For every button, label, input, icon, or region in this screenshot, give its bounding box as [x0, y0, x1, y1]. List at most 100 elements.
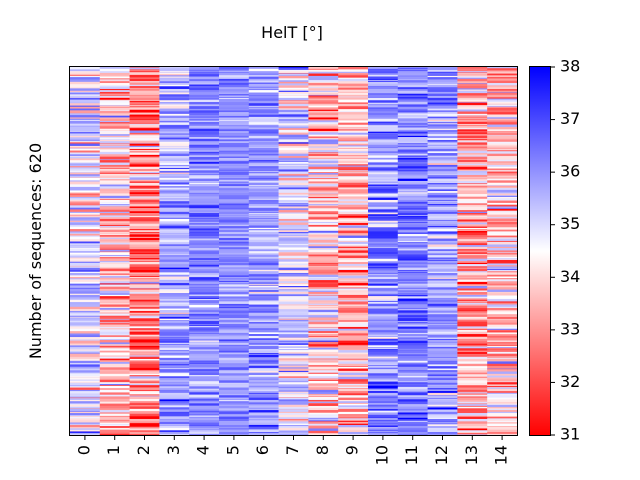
heatmap-cell	[159, 292, 190, 294]
heatmap-cell	[159, 336, 190, 338]
heatmap-cell	[487, 156, 518, 158]
heatmap-cell	[487, 110, 518, 113]
heatmap-cell	[189, 67, 220, 70]
heatmap-cell	[129, 372, 160, 375]
heatmap-cell	[427, 406, 458, 408]
heatmap-cell	[487, 266, 518, 269]
heatmap-cell	[248, 163, 279, 166]
heatmap-cell	[457, 180, 488, 184]
heatmap-cell	[457, 337, 488, 340]
heatmap-cell	[487, 343, 518, 346]
heatmap-cell	[70, 403, 101, 406]
heatmap-cell	[189, 289, 220, 291]
heatmap-cell	[189, 247, 220, 249]
heatmap-cell	[368, 100, 399, 103]
heatmap-cell	[189, 235, 220, 237]
heatmap-cell	[189, 405, 220, 407]
heatmap-cell	[457, 138, 488, 141]
heatmap-cell	[219, 82, 250, 86]
heatmap-cell	[99, 366, 130, 368]
heatmap-cell	[70, 315, 101, 318]
heatmap-cell	[248, 306, 279, 309]
heatmap-cell	[189, 182, 220, 184]
heatmap-cell	[487, 242, 518, 243]
heatmap-cell	[129, 334, 160, 337]
heatmap-cell	[70, 147, 101, 149]
heatmap-cell	[457, 329, 488, 333]
heatmap-cell	[397, 237, 428, 241]
heatmap-cell	[308, 100, 339, 103]
heatmap-cell	[159, 293, 190, 295]
heatmap-cell	[368, 368, 399, 370]
heatmap-cell	[99, 222, 130, 226]
heatmap-cell	[427, 231, 458, 235]
heatmap-cell	[457, 403, 488, 405]
heatmap-cell	[338, 411, 369, 415]
heatmap-cell	[487, 391, 518, 394]
heatmap-cell	[427, 163, 458, 166]
heatmap-cell	[99, 221, 130, 223]
heatmap-cell	[219, 352, 250, 355]
heatmap-cell	[159, 187, 190, 190]
heatmap-cell	[308, 320, 339, 322]
heatmap-cell	[278, 117, 309, 119]
heatmap-cell	[308, 67, 339, 70]
heatmap-cell	[129, 338, 160, 340]
heatmap-cell	[159, 385, 190, 387]
heatmap-cell	[159, 269, 190, 271]
heatmap-cell	[248, 375, 279, 378]
heatmap-cell	[129, 138, 160, 141]
heatmap-cell	[189, 341, 220, 343]
heatmap-cell	[159, 199, 190, 201]
heatmap-cell	[129, 182, 160, 185]
heatmap-cell	[248, 368, 279, 372]
heatmap-cell	[99, 360, 130, 363]
heatmap-cell	[248, 211, 279, 213]
heatmap-cell	[368, 398, 399, 400]
heatmap-cell	[397, 130, 428, 132]
heatmap-cell	[457, 78, 488, 82]
heatmap-cell	[338, 281, 369, 284]
heatmap-cell	[248, 97, 279, 99]
heatmap-cell	[189, 364, 220, 366]
heatmap-cell	[189, 121, 220, 123]
heatmap-cell	[368, 290, 399, 293]
heatmap-cell	[368, 419, 399, 422]
heatmap-cell	[487, 237, 518, 239]
heatmap-cell	[487, 244, 518, 248]
heatmap-cell	[308, 236, 339, 239]
heatmap-cell	[397, 185, 428, 187]
heatmap-cell	[99, 254, 130, 256]
heatmap-cell	[338, 393, 369, 395]
heatmap-cell	[129, 366, 160, 369]
heatmap-cell	[457, 233, 488, 236]
heatmap-cell	[219, 345, 250, 349]
heatmap-cell	[70, 189, 101, 191]
heatmap-cell	[457, 279, 488, 283]
heatmap-cell	[70, 196, 101, 199]
heatmap-cell	[189, 369, 220, 372]
heatmap-cell	[308, 81, 339, 83]
heatmap-cell	[248, 246, 279, 249]
heatmap-cell	[368, 148, 399, 152]
heatmap-cell	[338, 423, 369, 426]
heatmap-cell	[308, 389, 339, 393]
heatmap-cell	[278, 387, 309, 389]
heatmap-cell	[338, 381, 369, 384]
heatmap-cell	[368, 227, 399, 230]
heatmap-cell	[397, 183, 428, 186]
heatmap-cell	[368, 173, 399, 175]
heatmap-cell	[70, 311, 101, 314]
heatmap-cell	[70, 108, 101, 111]
heatmap-cell	[219, 78, 250, 81]
heatmap-cell	[338, 332, 369, 335]
heatmap-cell	[487, 315, 518, 318]
heatmap-cell	[278, 261, 309, 264]
heatmap-cell	[189, 160, 220, 162]
y-axis-label: Number of sequences: 620	[26, 143, 45, 359]
heatmap-cell	[219, 272, 250, 276]
heatmap-cell	[487, 331, 518, 333]
heatmap-cell	[248, 90, 279, 93]
heatmap-cell	[457, 88, 488, 90]
heatmap-cell	[308, 312, 339, 315]
